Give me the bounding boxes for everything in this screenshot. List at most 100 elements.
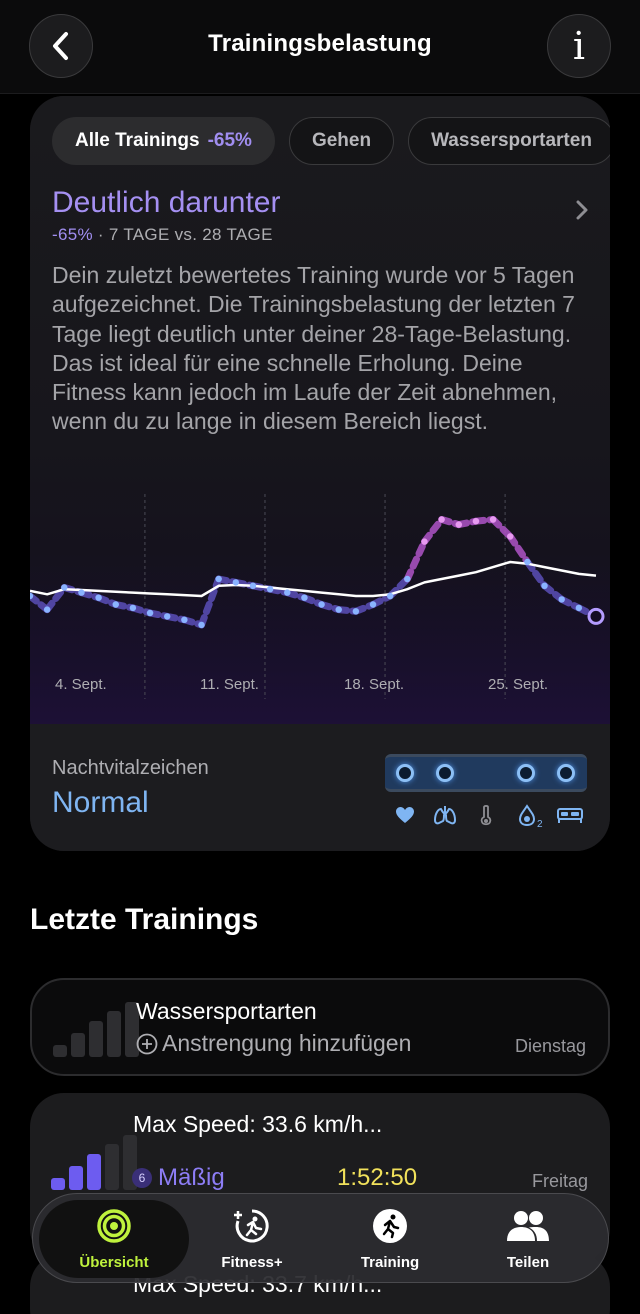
tab-training[interactable]: Training <box>320 1208 460 1271</box>
night-vitals-range <box>385 754 587 792</box>
o2-subscript: 2 <box>537 819 543 828</box>
chip-walking[interactable]: Gehen <box>288 117 395 165</box>
recent-workouts-title: Letzte Trainings <box>30 903 259 936</box>
load-line-segment <box>506 533 531 566</box>
effort-bars-icon <box>51 1135 137 1190</box>
load-data-point <box>284 589 291 596</box>
load-line-segment <box>420 516 446 546</box>
x-tick-label: 18. Sept. <box>344 676 405 693</box>
load-data-point <box>95 594 102 601</box>
load-data-point <box>369 601 377 608</box>
plus-circle-icon <box>136 1033 158 1054</box>
chip-all-trainings[interactable]: Alle Trainings -65% <box>52 117 275 165</box>
workout-card[interactable]: Wassersportarten Anstrengung hinzufügen … <box>30 978 610 1076</box>
load-line-segment <box>30 592 51 614</box>
workout-day: Dienstag <box>514 1036 586 1056</box>
nav-header: Trainingsbelastung i <box>0 0 640 94</box>
load-data-point <box>146 609 154 617</box>
load-line-segment <box>403 538 428 583</box>
training-load-card: Alle Trainings -65% Gehen Wassersportarte… <box>30 96 610 851</box>
load-data-point <box>61 584 68 591</box>
vital-dot-heart <box>396 764 414 782</box>
load-data-point <box>404 575 411 583</box>
thermometer-icon <box>480 804 492 826</box>
back-button[interactable] <box>29 14 93 78</box>
load-data-point <box>318 601 325 608</box>
load-line-segment <box>523 558 549 590</box>
load-data-point <box>558 596 565 603</box>
load-description: Dein zuletzt bewertetes Training wurde v… <box>52 262 575 435</box>
load-data-point <box>30 592 34 600</box>
tab-sharing[interactable]: Teilen <box>458 1208 598 1271</box>
load-data-point <box>335 606 342 613</box>
baseline-line <box>30 560 597 598</box>
tab-bar: Übersicht Fitness+ Training Teilen <box>32 1193 609 1283</box>
load-comparison: -65% · 7 TAGE vs. 28 TAGE <box>52 225 273 244</box>
load-line-segment <box>489 516 514 540</box>
chevron-left-icon <box>53 32 68 60</box>
training-load-chart-svg <box>30 494 610 724</box>
vital-dot-blood-oxygen <box>517 764 535 782</box>
load-data-point <box>232 579 240 586</box>
workout-duration: 1:52:50 <box>337 1164 418 1191</box>
running-figure-icon <box>373 1209 407 1243</box>
load-data-point <box>352 608 360 615</box>
info-icon: i <box>572 24 586 68</box>
workout-title: Max Speed: 33.6 km/h... <box>133 1111 383 1137</box>
night-vitals-label: Nachtvitalzeichen <box>52 757 209 779</box>
load-data-point <box>524 558 531 566</box>
x-tick-label: 4. Sept. <box>55 676 107 693</box>
load-data-point <box>489 516 497 523</box>
filter-chips: Alle Trainings -65% Gehen Wassersportarte… <box>52 117 610 165</box>
page-title: Trainingsbelastung <box>208 30 432 57</box>
x-tick-label: 25. Sept. <box>488 676 549 693</box>
load-data-point <box>301 594 308 601</box>
latest-data-point <box>587 607 605 625</box>
heart-icon <box>396 807 414 823</box>
load-data-point <box>215 575 222 583</box>
load-data-point <box>507 533 514 540</box>
load-data-point <box>181 616 188 623</box>
training-load-chart: 4. Sept. 11. Sept. 18. Sept. 25. Sept. <box>30 494 610 724</box>
activity-rings-icon <box>97 1209 131 1243</box>
night-vitals-icons: 2 <box>385 804 587 828</box>
effort-bars-icon <box>53 1002 139 1057</box>
load-data-point <box>421 538 428 545</box>
bed-icon <box>557 808 583 823</box>
effort-rating: 6 Mäßig <box>132 1164 225 1192</box>
load-data-point <box>249 582 257 589</box>
load-data-point <box>438 516 445 523</box>
load-data-point <box>541 582 548 589</box>
load-data-point <box>129 604 137 612</box>
chip-water-sports[interactable]: Wassersportarten <box>408 117 610 165</box>
night-vitals-value: Normal <box>52 786 149 819</box>
load-data-point <box>198 621 205 629</box>
x-tick-label: 11. Sept. <box>200 676 259 693</box>
load-status-title: Deutlich darunter <box>52 186 281 219</box>
add-effort-button[interactable]: Anstrengung hinzufügen <box>136 1030 411 1057</box>
load-data-point <box>575 604 583 612</box>
load-data-point <box>43 606 51 613</box>
effort-badge: 6 <box>132 1168 152 1188</box>
tab-active-highlight <box>39 1200 189 1278</box>
load-line-segment <box>541 582 566 603</box>
tab-overview[interactable]: Übersicht <box>44 1208 184 1271</box>
vital-dot-respiration <box>436 764 454 782</box>
load-data-point <box>78 589 85 596</box>
vital-dot-sleep <box>557 764 575 782</box>
load-data-point <box>266 586 274 593</box>
load-data-point <box>112 601 119 608</box>
night-vitals-row[interactable]: Nachtvitalzeichen Normal 2 <box>30 724 610 851</box>
chevron-right-icon[interactable] <box>576 200 588 220</box>
workout-title: Wassersportarten <box>136 998 317 1024</box>
tab-fitness-plus[interactable]: Fitness+ <box>182 1208 322 1271</box>
load-data-point <box>455 521 462 528</box>
load-data-point <box>472 518 480 525</box>
people-icon <box>507 1211 549 1241</box>
lungs-icon <box>434 806 456 825</box>
load-data-point <box>164 613 171 620</box>
training-load-panel[interactable]: Alle Trainings -65% Gehen Wassersportarte… <box>30 96 610 724</box>
info-button[interactable]: i <box>547 14 611 78</box>
load-data-point <box>386 592 394 600</box>
blood-oxygen-icon: 2 <box>518 804 543 828</box>
